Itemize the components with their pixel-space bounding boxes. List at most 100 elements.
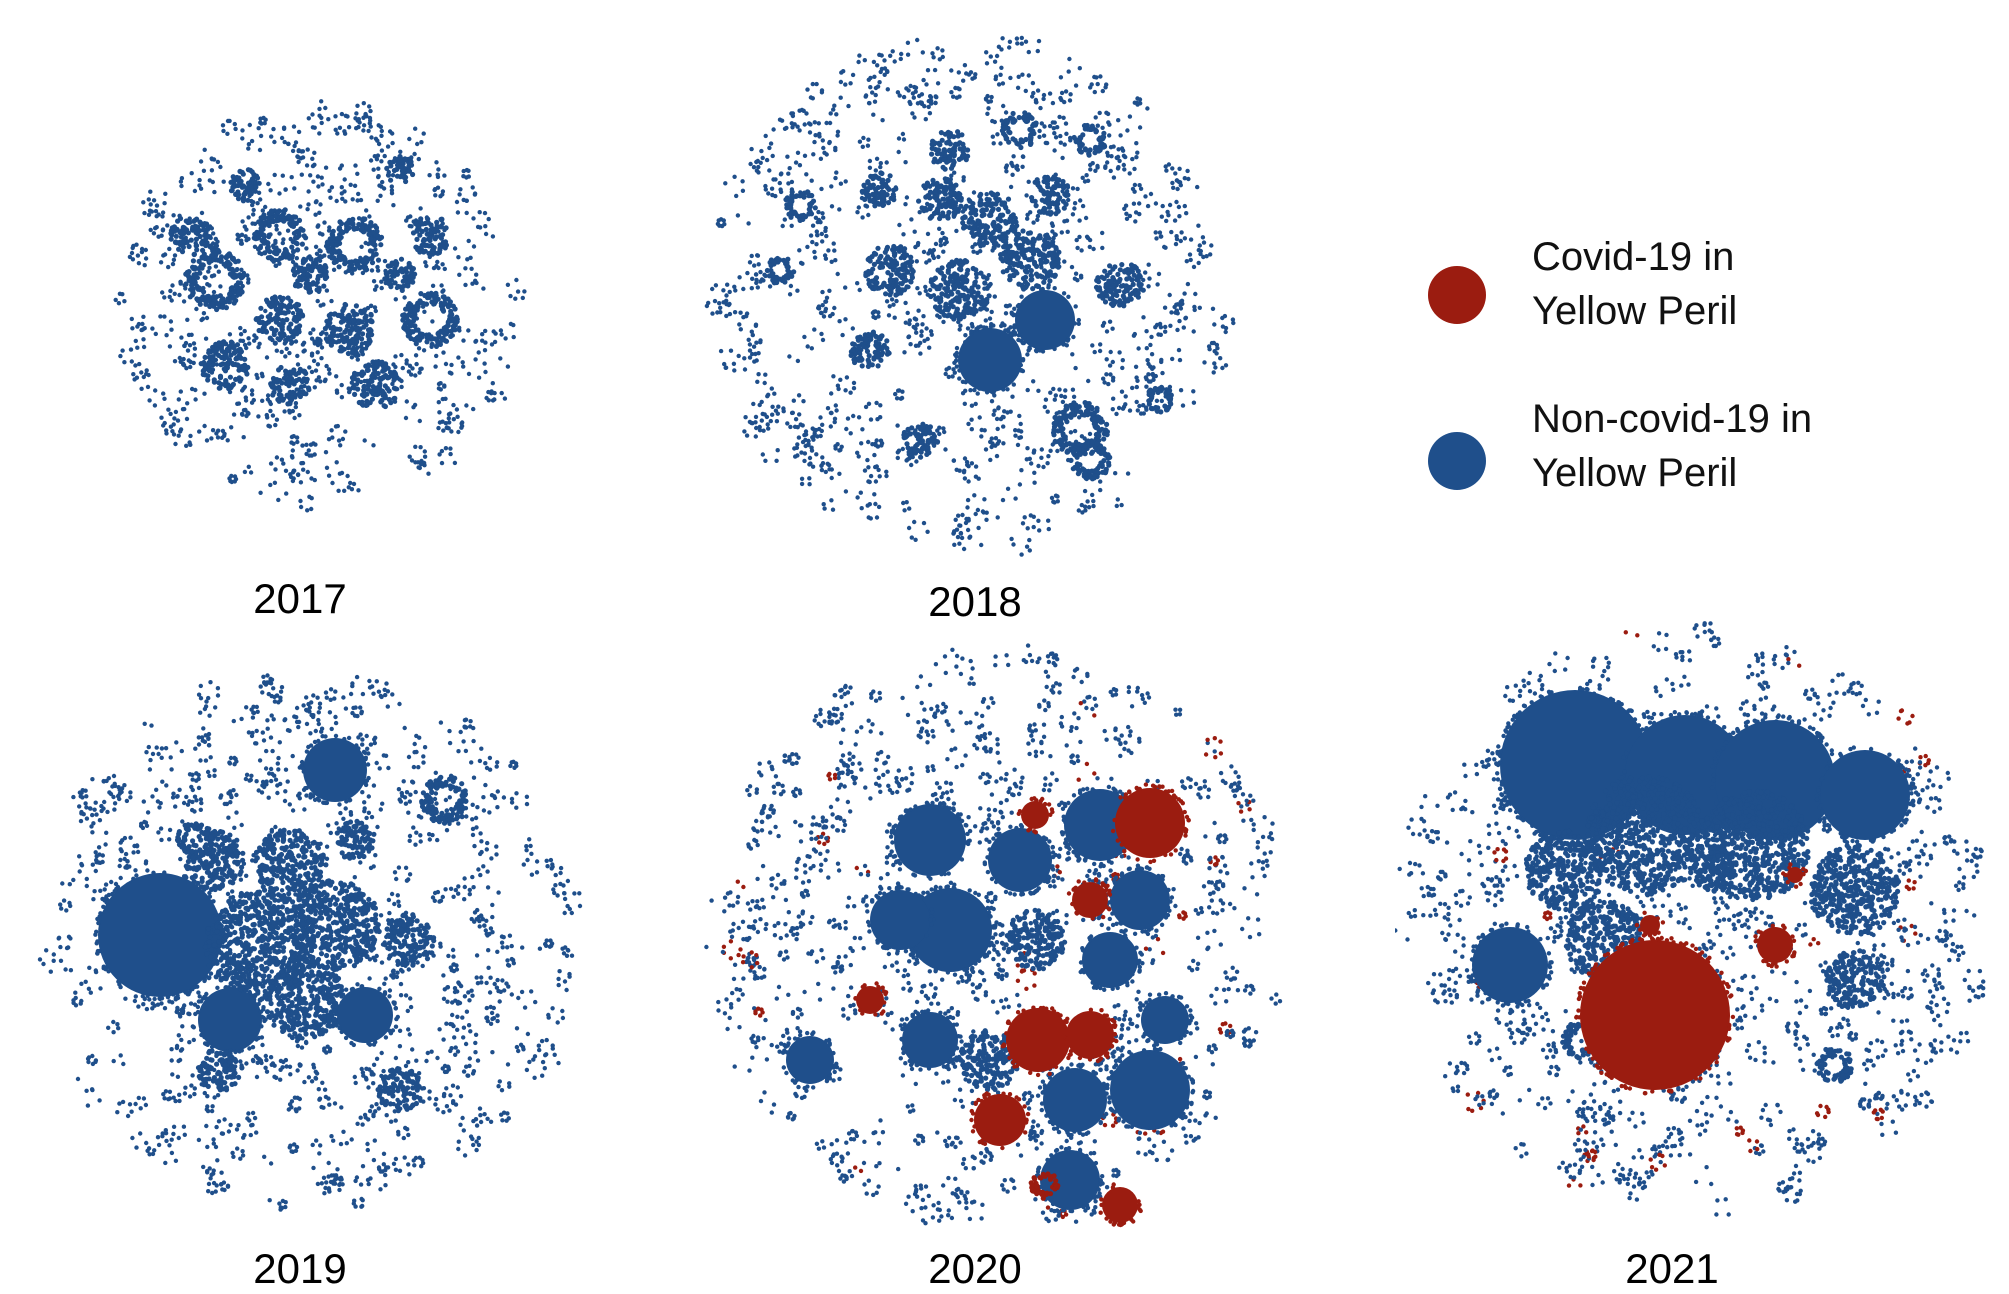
- noncovid-cluster: [228, 167, 262, 204]
- node: [1184, 259, 1189, 264]
- node: [1015, 85, 1021, 91]
- node: [744, 314, 749, 319]
- node: [163, 1160, 168, 1166]
- node: [328, 697, 333, 702]
- node: [323, 377, 328, 382]
- node: [1133, 364, 1139, 369]
- node: [1211, 370, 1216, 375]
- node: [519, 989, 525, 995]
- node: [265, 718, 270, 723]
- node: [310, 1142, 315, 1148]
- node: [855, 450, 860, 455]
- node: [134, 242, 139, 247]
- node: [1031, 220, 1036, 225]
- node: [256, 190, 262, 195]
- node: [1046, 454, 1051, 459]
- node: [774, 458, 779, 463]
- node: [79, 790, 84, 795]
- node: [795, 358, 801, 364]
- node: [938, 237, 944, 242]
- node: [842, 822, 848, 828]
- node: [238, 338, 243, 343]
- node: [1035, 217, 1040, 222]
- node: [316, 1087, 321, 1092]
- node: [354, 111, 359, 116]
- node: [467, 892, 472, 897]
- node: [436, 400, 441, 405]
- node: [421, 1086, 427, 1091]
- node: [347, 389, 352, 395]
- node: [360, 691, 366, 697]
- node: [309, 336, 315, 341]
- node: [937, 425, 942, 430]
- node: [776, 404, 781, 409]
- node: [485, 840, 490, 846]
- node: [168, 411, 173, 417]
- node: [821, 314, 827, 319]
- node: [1099, 922, 1104, 928]
- node: [314, 1138, 319, 1143]
- node: [1160, 203, 1165, 209]
- node: [966, 421, 971, 427]
- node: [261, 738, 267, 743]
- node: [1166, 213, 1171, 218]
- node: [499, 1088, 505, 1093]
- node: [371, 783, 377, 788]
- node: [495, 805, 500, 810]
- node: [943, 236, 949, 241]
- node: [540, 1073, 545, 1078]
- node: [498, 328, 504, 333]
- node: [1087, 431, 1093, 437]
- node: [822, 506, 827, 511]
- node: [463, 748, 469, 754]
- node: [322, 1046, 327, 1051]
- node: [962, 401, 967, 406]
- node: [532, 1054, 538, 1059]
- node: [88, 990, 93, 995]
- node: [837, 319, 842, 324]
- node: [299, 461, 304, 466]
- node: [859, 767, 864, 772]
- node: [902, 508, 907, 513]
- node: [1033, 97, 1039, 103]
- node: [376, 166, 381, 171]
- node: [533, 999, 538, 1005]
- node: [205, 769, 211, 775]
- node: [1008, 184, 1014, 190]
- node: [1108, 349, 1113, 355]
- node: [807, 455, 813, 461]
- node: [162, 252, 168, 257]
- node: [918, 351, 923, 356]
- node: [383, 1183, 388, 1188]
- node: [167, 1089, 173, 1094]
- node: [464, 403, 469, 408]
- node: [397, 797, 402, 802]
- node: [335, 1167, 340, 1172]
- node: [1182, 236, 1188, 241]
- node: [824, 295, 830, 300]
- node: [297, 413, 302, 418]
- node: [746, 337, 751, 342]
- node: [188, 1001, 194, 1006]
- node: [1026, 741, 1031, 746]
- node: [173, 1158, 179, 1163]
- node: [962, 476, 968, 481]
- node: [1084, 761, 1090, 767]
- node: [187, 216, 192, 221]
- node: [1058, 75, 1064, 80]
- node: [227, 760, 232, 765]
- node: [269, 969, 274, 974]
- node: [755, 285, 760, 290]
- node: [547, 944, 553, 949]
- node: [1098, 74, 1103, 79]
- node: [941, 426, 946, 431]
- node: [529, 851, 534, 856]
- node: [392, 870, 398, 875]
- node: [444, 1104, 450, 1109]
- node: [159, 415, 164, 420]
- node: [250, 1057, 256, 1063]
- node: [1136, 346, 1141, 351]
- node: [411, 764, 417, 770]
- node: [455, 210, 461, 215]
- node: [408, 792, 413, 797]
